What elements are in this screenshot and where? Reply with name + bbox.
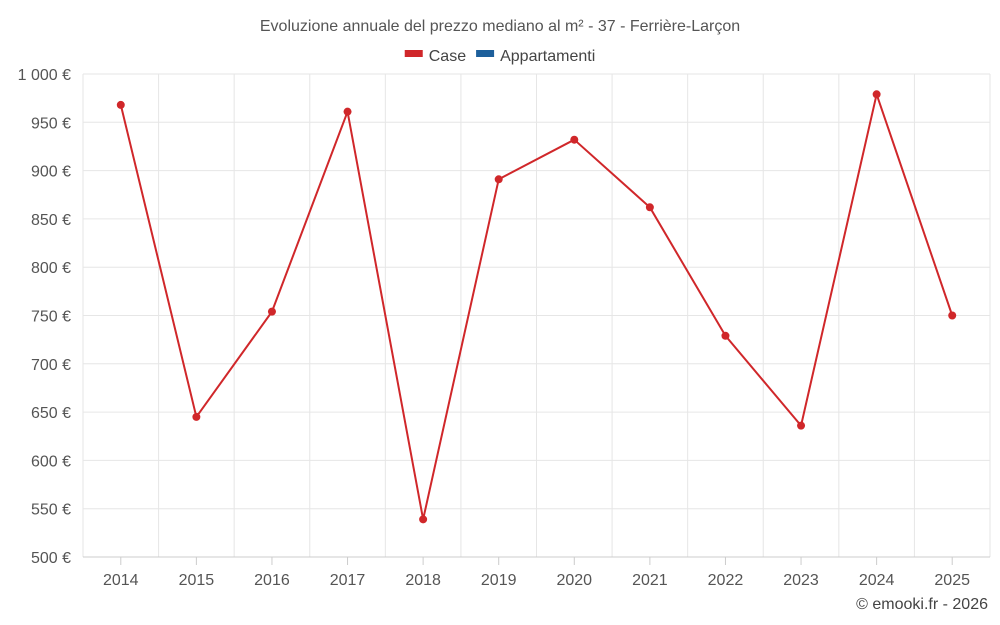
x-tick-label: 2018 — [405, 572, 441, 589]
series-line-case — [119, 93, 954, 521]
data-point — [192, 412, 201, 421]
legend-item-appartamenti: Appartamenti — [476, 48, 595, 65]
data-point — [797, 421, 806, 430]
x-tick-label: 2024 — [859, 572, 895, 589]
data-point — [570, 135, 579, 144]
x-tick-label: 2023 — [783, 572, 819, 589]
data-point — [948, 311, 957, 320]
data-point — [116, 100, 125, 109]
y-tick-label: 900 € — [31, 164, 71, 181]
y-tick-label: 1 000 € — [18, 67, 71, 84]
data-point — [872, 90, 881, 99]
legend-item-case: Case — [404, 48, 466, 65]
y-tick-label: 750 € — [31, 309, 71, 326]
y-tick-label: 550 € — [31, 502, 71, 519]
credit-text: © emooki.fr - 2026 — [856, 596, 988, 613]
x-axis: 2014 2015 2016 2017 2018 2019 2020 2021 2022 2023… — [83, 556, 990, 589]
x-tick-label: 2020 — [556, 572, 592, 589]
data-point — [267, 307, 276, 316]
y-tick-label: 500 € — [31, 550, 71, 567]
y-axis: 500 € 550 € 600 € 650 € 700 € 750 € 800 € 850 €… — [18, 67, 71, 567]
y-tick-label: 800 € — [31, 260, 71, 277]
x-tick-label: 2015 — [179, 572, 215, 589]
chart-title: Evoluzione annuale del prezzo mediano al… — [260, 18, 740, 35]
x-tick-label: 2017 — [330, 572, 366, 589]
x-tick-label: 2022 — [708, 572, 744, 589]
legend-label: Case — [429, 48, 466, 65]
y-tick-label: 950 € — [31, 115, 71, 132]
x-tick-label: 2016 — [254, 572, 290, 589]
x-tick-label: 2014 — [103, 572, 139, 589]
grid — [82, 73, 991, 557]
x-tick-label: 2019 — [481, 572, 517, 589]
x-tick-label: 2021 — [632, 572, 668, 589]
data-point — [343, 107, 352, 116]
series-layer — [116, 90, 957, 524]
y-tick-label: 650 € — [31, 405, 71, 422]
data-point — [645, 203, 654, 212]
legend-swatch — [404, 50, 423, 57]
data-point — [419, 515, 428, 524]
data-point — [494, 175, 503, 184]
legend-label: Appartamenti — [500, 48, 595, 65]
y-tick-label: 700 € — [31, 357, 71, 374]
legend-swatch — [476, 50, 495, 57]
y-tick-label: 850 € — [31, 212, 71, 229]
x-tick-label: 2025 — [934, 572, 970, 589]
legend: Case Appartamenti — [404, 48, 595, 65]
y-tick-label: 600 € — [31, 453, 71, 470]
data-point — [721, 331, 730, 340]
